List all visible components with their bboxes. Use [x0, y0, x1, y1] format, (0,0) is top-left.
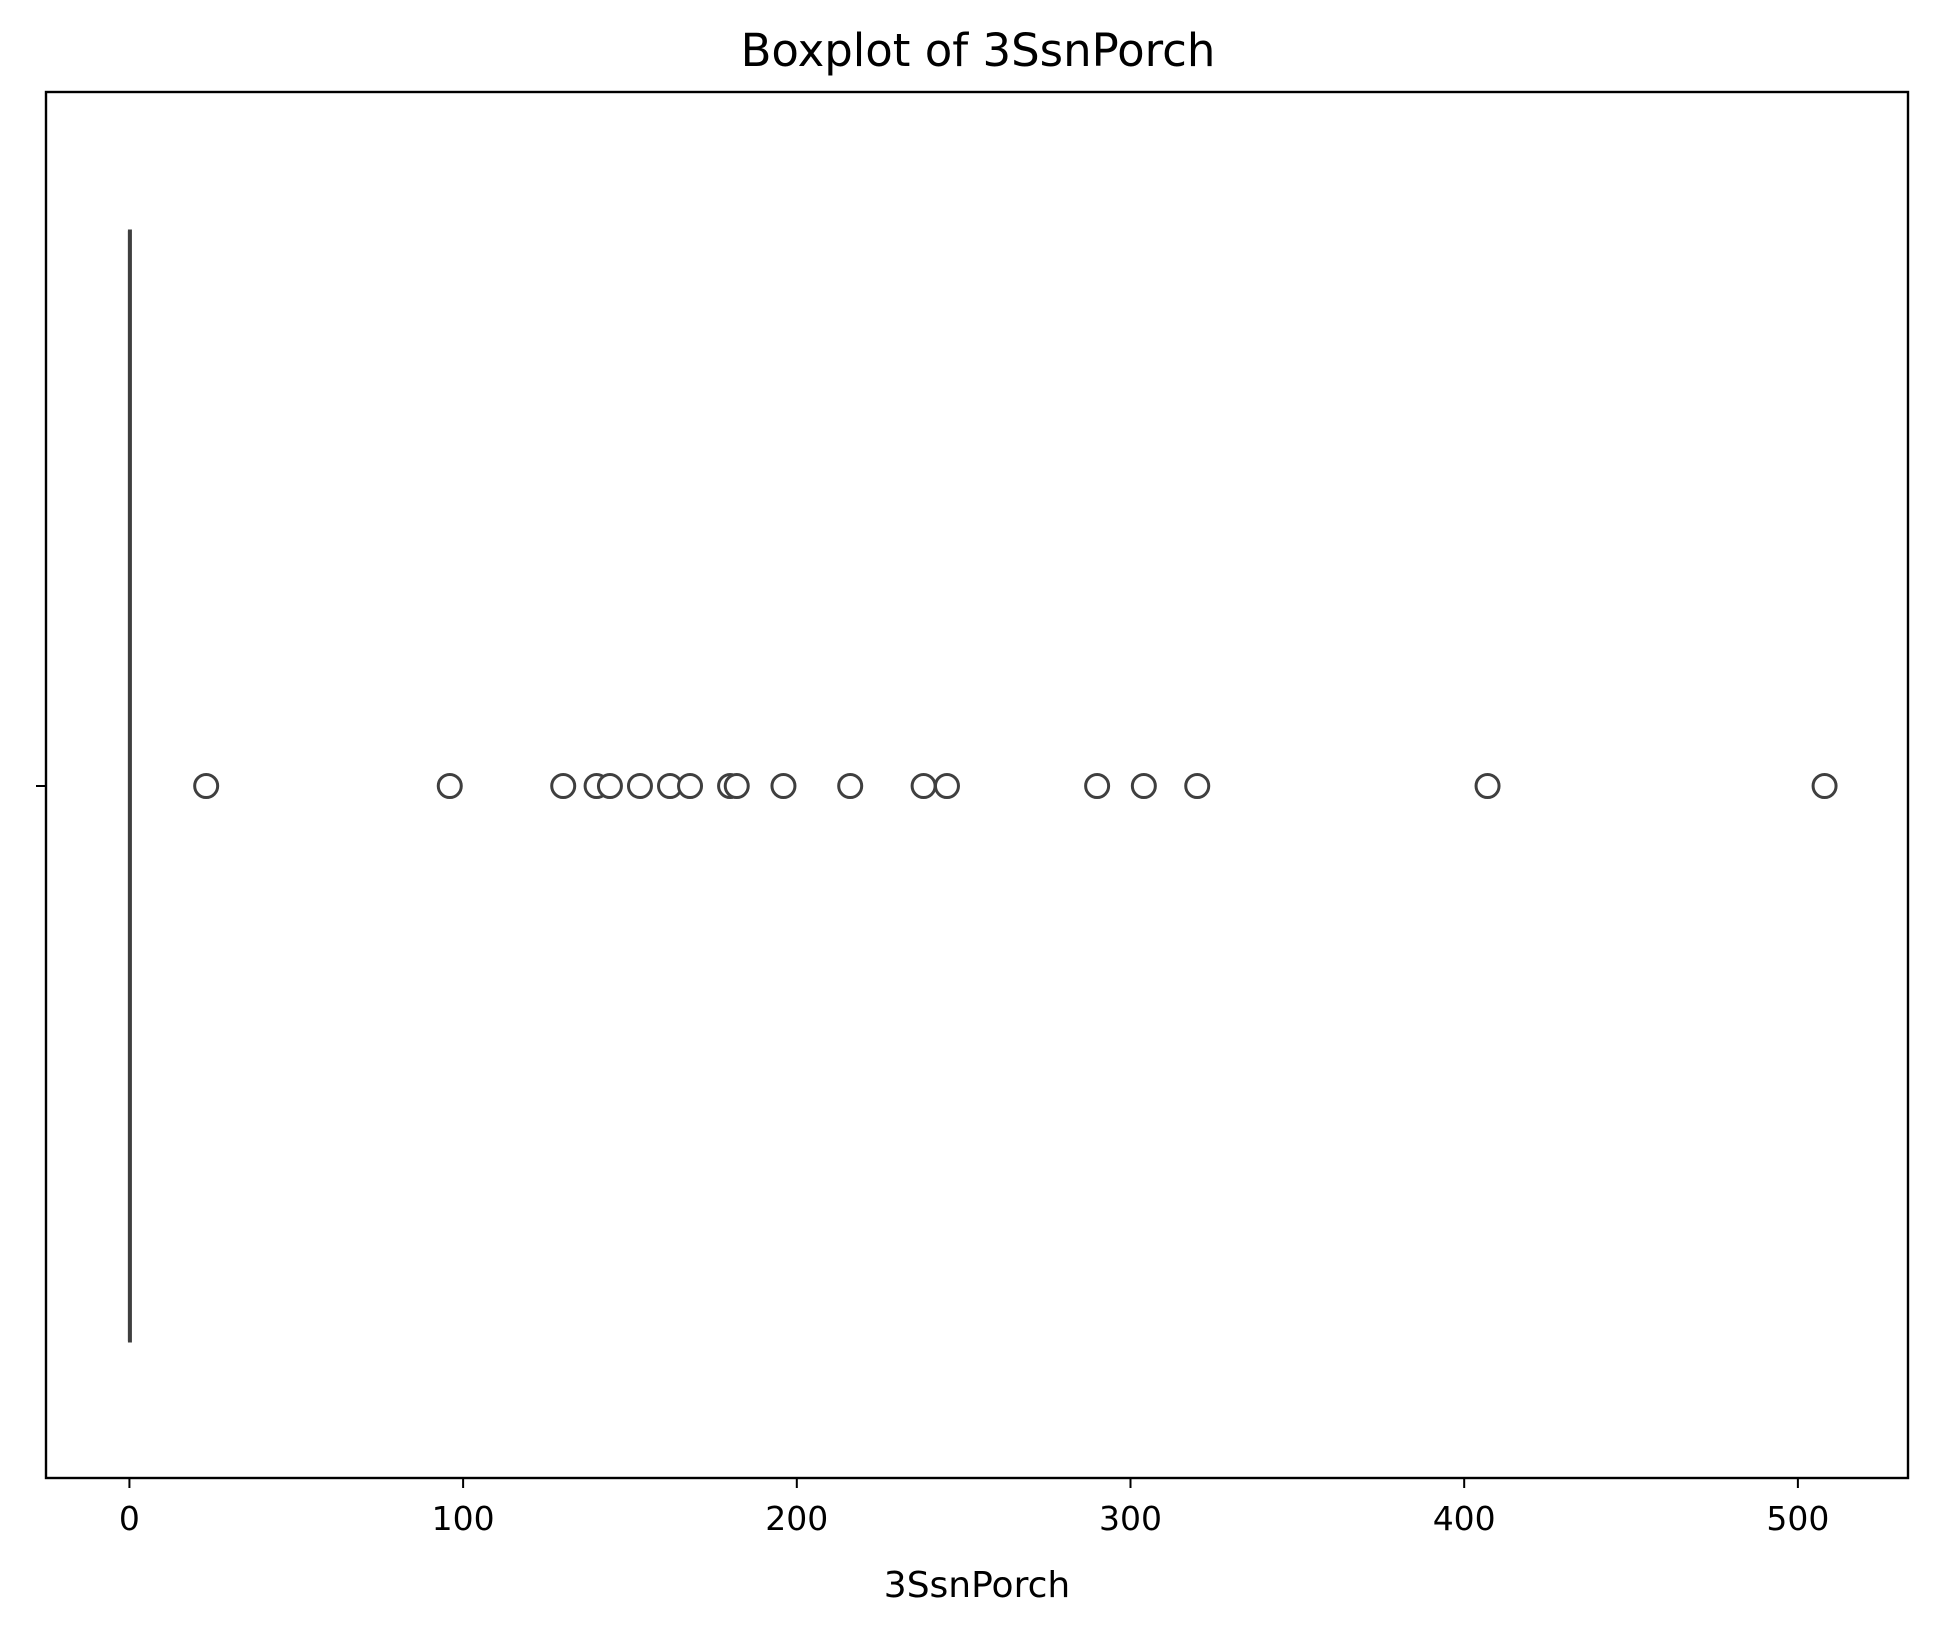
outlier-point [1811, 773, 1838, 799]
x-tick-label: 500 [1766, 1499, 1829, 1538]
x-tick-label: 400 [1433, 1499, 1496, 1538]
outlier-point [677, 773, 704, 799]
x-tick-label: 0 [119, 1499, 140, 1538]
x-axis-ticks: 0 100 200 300 400 500 [119, 1478, 1829, 1538]
x-tick-label: 100 [432, 1499, 495, 1538]
outlier-point [626, 773, 653, 799]
outlier-point [1184, 773, 1211, 799]
outlier-point [933, 773, 960, 799]
outlier-point [1474, 773, 1501, 799]
outlier-point [1130, 773, 1157, 799]
outlier-point [436, 773, 463, 799]
outlier-point [770, 773, 797, 799]
outlier-point [837, 773, 864, 799]
outlier-point [596, 773, 623, 799]
outlier-point [550, 773, 577, 799]
outlier-point [193, 773, 220, 799]
x-axis-label: 3SsnPorch [884, 1565, 1070, 1606]
outlier-point [1084, 773, 1111, 799]
x-tick-label: 200 [765, 1499, 828, 1538]
outlier-point [910, 773, 937, 799]
x-tick-label: 300 [1099, 1499, 1162, 1538]
outlier-point [723, 773, 750, 799]
plot-area [127, 229, 1838, 1343]
chart-title: Boxplot of 3SsnPorch [741, 24, 1216, 77]
